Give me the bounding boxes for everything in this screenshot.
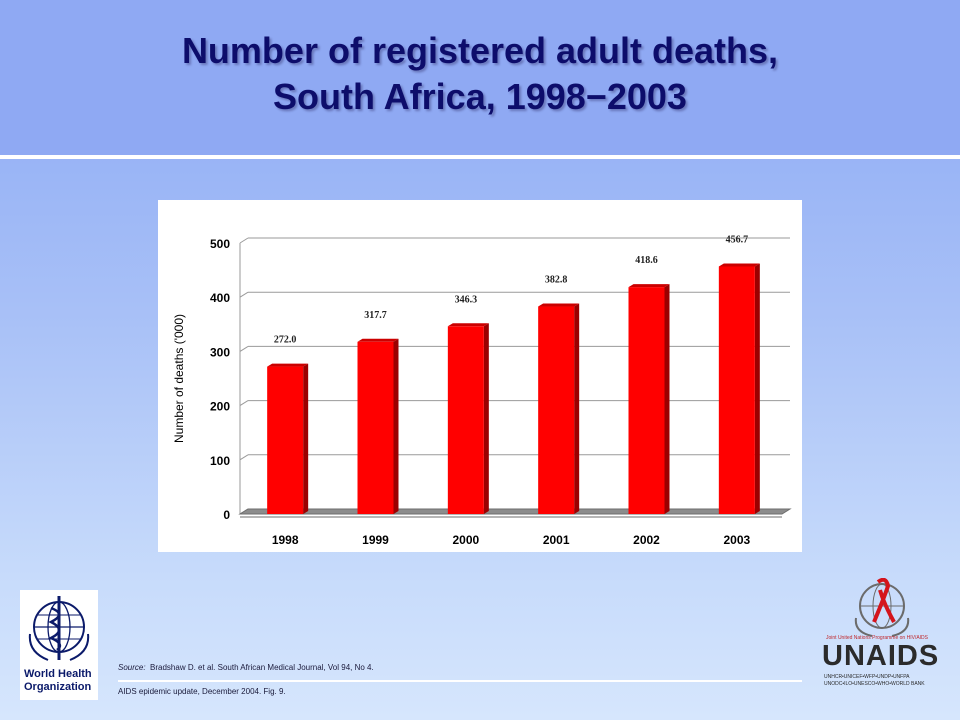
red-ribbon-icon (872, 578, 896, 623)
bar-side (574, 303, 580, 514)
bar (718, 266, 755, 514)
bar-top (447, 323, 489, 327)
title-line-2: South Africa, 1998−2003 (273, 76, 687, 117)
chart-panel: 0 100 200 300 400 500 Number of deaths ('000) 2… (158, 200, 802, 552)
x-tick-label: 2003 (723, 533, 750, 547)
who-name-line-2: Organization (24, 681, 92, 693)
gridline-wall (239, 345, 249, 352)
y-tick-label: 400 (210, 291, 230, 305)
unaids-orgs-line-1: UNHCR•UNICEF•WFP•UNDP•UNFPA (824, 674, 910, 680)
title-band (0, 0, 960, 155)
who-emblem-icon (28, 596, 90, 661)
source-citation: Source: Bradshaw D. et al. South African… (118, 663, 374, 672)
unaids-tagline: Joint United Nations Programme on HIV/AI… (826, 635, 928, 641)
who-wordmark: World Health Organization (24, 668, 92, 694)
bar-top (538, 303, 580, 307)
x-tick-label: 1998 (272, 533, 299, 547)
footnote: AIDS epidemic update, December 2004. Fig… (118, 687, 286, 696)
title-line-1: Number of registered adult deaths, (181, 30, 779, 71)
title-divider (0, 155, 960, 159)
bar (267, 366, 304, 514)
slide-title: Number of registered adult deaths, South… (0, 28, 960, 120)
bar-side (483, 323, 489, 514)
chart-floor (238, 508, 792, 515)
gridline-wall (239, 454, 249, 461)
unaids-logo: Joint United Nations Programme on HIV/AI… (820, 578, 945, 698)
unaids-orgs-line-2: UNODC•ILO•UNESCO•WHO•WORLD BANK (824, 681, 925, 687)
bar (447, 326, 484, 514)
bar-side (393, 338, 399, 514)
bar-top (267, 363, 309, 367)
source-text: Bradshaw D. et al. South African Medical… (150, 663, 374, 672)
data-label: 317.7 (364, 310, 387, 321)
data-label: 272.0 (274, 335, 297, 346)
bar-top (357, 338, 399, 342)
data-label: 456.7 (726, 234, 749, 245)
who-logo: World Health Organization (20, 590, 98, 700)
y-axis-label: Number of deaths ('000) (172, 314, 186, 443)
bar-top (628, 284, 670, 288)
y-tick-label: 300 (210, 345, 230, 359)
footer-divider (118, 680, 802, 682)
bar-side (303, 363, 309, 514)
x-tick-label: 1999 (362, 533, 389, 547)
bar-chart: 0 100 200 300 400 500 Number of deaths ('000) 2… (172, 234, 792, 547)
bar-side (664, 284, 670, 514)
bar (357, 341, 394, 514)
gridline-wall (239, 237, 249, 244)
data-label: 418.6 (635, 255, 658, 266)
y-tick-label: 100 (210, 454, 230, 468)
unaids-cosponsors: UNHCR•UNICEF•WFP•UNDP•UNFPA UNODC•ILO•UN… (824, 674, 925, 688)
bar (628, 287, 665, 514)
data-label: 382.8 (545, 275, 568, 286)
unaids-wordmark: UNAIDS (822, 640, 940, 672)
gridline-wall (239, 400, 249, 407)
y-tick-label: 500 (210, 237, 230, 251)
y-tick-label: 200 (210, 400, 230, 414)
un-emblem-icon (854, 578, 910, 637)
x-tick-label: 2002 (633, 533, 660, 547)
bar-top (718, 263, 760, 267)
bar-side (754, 263, 760, 514)
gridline-wall (239, 291, 249, 298)
data-label: 346.3 (455, 294, 478, 305)
who-name-line-1: World Health (24, 668, 92, 680)
x-tick-label: 2001 (543, 533, 570, 547)
source-label: Source: (118, 663, 146, 672)
x-tick-label: 2000 (452, 533, 479, 547)
y-tick-label: 0 (223, 508, 230, 522)
bar (538, 306, 575, 514)
